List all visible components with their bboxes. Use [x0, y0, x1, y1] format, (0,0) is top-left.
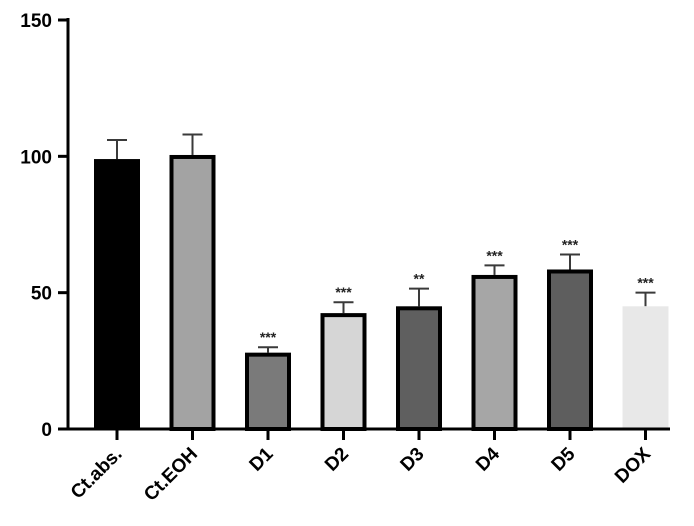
- axes-layer: [58, 18, 670, 440]
- bar: [245, 352, 291, 431]
- x-tick-label: D4: [472, 443, 504, 475]
- significance-label: ***: [562, 236, 579, 252]
- y-tick-label: 150: [20, 11, 52, 32]
- significance-label: **: [414, 271, 425, 287]
- x-tick-label: DOX: [611, 443, 655, 487]
- bar: [320, 313, 367, 431]
- significance-label: ***: [335, 284, 352, 300]
- bar: [622, 306, 669, 429]
- x-tick-label: D3: [397, 444, 429, 476]
- x-tick-label: D5: [548, 443, 580, 475]
- y-tick-label: 0: [41, 420, 52, 441]
- significance-label: ***: [637, 275, 654, 291]
- bar: [396, 306, 442, 431]
- bars-layer: [94, 133, 669, 431]
- x-tick-label: D1: [246, 443, 278, 475]
- bar: [94, 159, 140, 429]
- x-tick-label: D2: [321, 444, 353, 476]
- significance-label: ***: [260, 329, 277, 345]
- significance-label: ***: [486, 247, 503, 263]
- x-tick-label: Ct.abs.: [67, 444, 127, 504]
- y-tick-label: 100: [20, 147, 52, 168]
- bar: [471, 274, 518, 431]
- bar: [547, 269, 593, 431]
- y-tick-label: 50: [31, 284, 52, 305]
- bar: [169, 154, 216, 431]
- x-tick-label: Ct.EOH: [140, 444, 202, 506]
